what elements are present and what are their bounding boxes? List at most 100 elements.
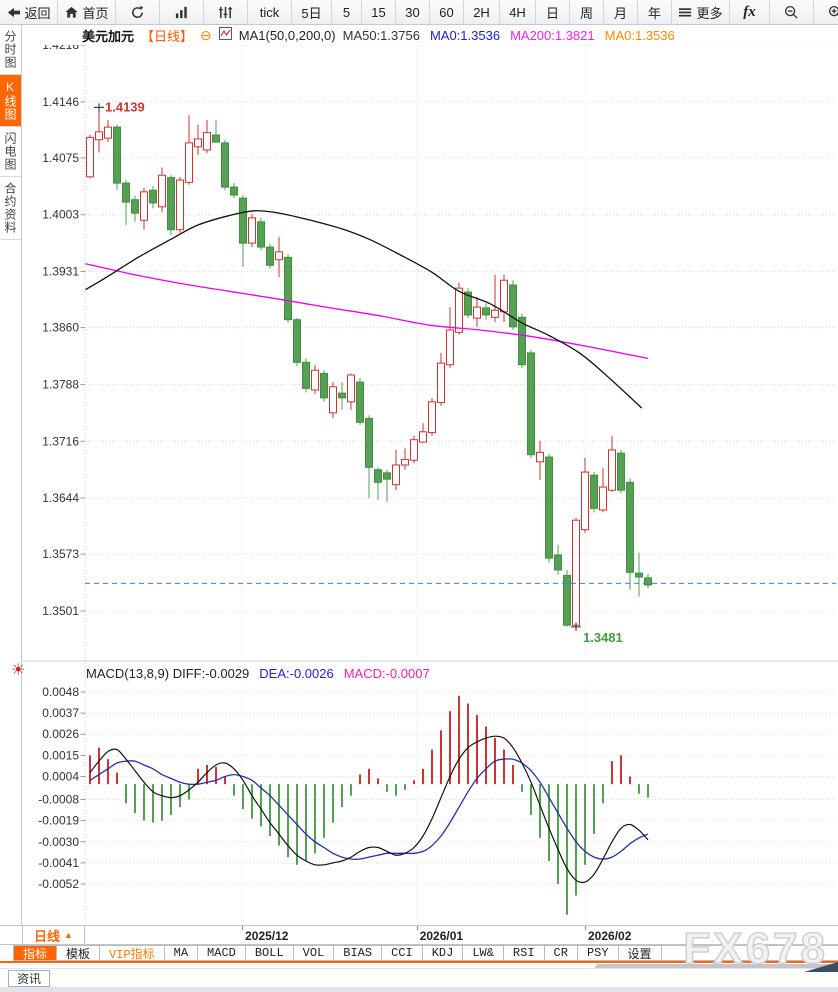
toolbar-button-week[interactable]: 周: [570, 0, 604, 24]
news-bar: 资讯: [0, 968, 838, 987]
chart-settings-icon[interactable]: [218, 27, 232, 43]
toolbar-button-label: 60: [439, 4, 454, 20]
indicator-tab-BIAS[interactable]: BIAS: [334, 945, 383, 961]
macd-header-value: MACD:-0.0007: [343, 666, 430, 681]
toolbar-button-home[interactable]: 首页: [58, 0, 116, 24]
period-selector[interactable]: 日线 ▲: [22, 926, 85, 944]
toolbar-button-year[interactable]: 年: [638, 0, 672, 24]
date-label: 2026/01: [419, 929, 464, 943]
toolbar-button-chart-bars[interactable]: [160, 0, 204, 24]
chevron-up-icon: ▲: [64, 930, 73, 940]
macd-header-value: DEA:-0.0026: [259, 666, 334, 681]
svg-text:1.3788: 1.3788: [42, 377, 79, 391]
ma-values: MA50:1.3756 MA0:1.3536 MA200:1.3821 MA0:1.3…: [343, 28, 675, 43]
corner-resize-icon[interactable]: [804, 962, 838, 972]
price-annotation: 1.4139: [94, 99, 145, 114]
horizontal-scrollbar[interactable]: [0, 964, 838, 971]
svg-text:-0.0052: -0.0052: [38, 877, 79, 891]
indicator-tab-指标[interactable]: 指标: [13, 945, 58, 962]
indicator-tab-RSI[interactable]: RSI: [503, 945, 545, 961]
indicator-tab-模板[interactable]: 模板: [57, 945, 101, 962]
indicator-tab-MACD[interactable]: MACD: [198, 945, 246, 961]
accent-rule: [0, 961, 838, 963]
toolbar-button-m15[interactable]: 15: [362, 0, 396, 24]
svg-text:0.0026: 0.0026: [42, 727, 79, 741]
indicator-tab-VOL[interactable]: VOL: [293, 945, 335, 961]
sidebar-item-2[interactable]: 闪电图: [0, 127, 21, 177]
toolbar-button-zoom-out[interactable]: [770, 0, 814, 24]
sidebar-item-0[interactable]: 分时图: [0, 25, 21, 75]
toolbar-button-label: 年: [647, 5, 661, 21]
refresh-icon: [130, 5, 145, 20]
bars-icon: [174, 5, 189, 20]
toolbar-button-back[interactable]: 返回: [0, 0, 58, 24]
svg-text:1.4003: 1.4003: [42, 208, 79, 222]
period-tag: 【日线】: [141, 28, 194, 44]
collapse-icon[interactable]: ⊖: [200, 27, 212, 43]
svg-text:0.0015: 0.0015: [42, 748, 79, 762]
toolbar-button-h4[interactable]: 4H: [500, 0, 536, 24]
indicator-tab-PSY[interactable]: PSY: [577, 945, 619, 961]
toolbar-button-label: 30: [405, 4, 420, 20]
ma-value: MA0:1.3536: [429, 27, 501, 43]
toolbar-button-tick[interactable]: tick: [248, 0, 292, 24]
sidebar-item-1[interactable]: K线图: [0, 75, 21, 127]
toolbar-button-day[interactable]: 日: [536, 0, 570, 24]
indicator-tab-BOLL[interactable]: BOLL: [245, 945, 294, 961]
toolbar-button-label: 4H: [509, 4, 526, 20]
ma200-line: [85, 263, 649, 360]
date-label: 2025/12: [245, 929, 289, 943]
toolbar-button-5d[interactable]: 5日: [292, 0, 332, 24]
toolbar-button-label: fx: [743, 3, 756, 20]
toolbar-button-label: 月: [613, 5, 627, 21]
indicator-tab-VIP指标[interactable]: VIP指标: [100, 945, 165, 962]
toolbar-button-m30[interactable]: 30: [396, 0, 430, 24]
ma50-line: [85, 210, 643, 409]
toolbar-button-zoom-in[interactable]: [814, 0, 838, 24]
toolbar-button-m60[interactable]: 60: [430, 0, 464, 24]
svg-text:1.3573: 1.3573: [42, 547, 79, 561]
ma-value: MA0:1.3536: [604, 27, 675, 43]
toolbar-button-label: 周: [579, 5, 593, 21]
chart-canvas[interactable]: 1.4218 1.4146 1.4075 1.4003 1.3931 1.3860 1.37…: [22, 45, 838, 925]
svg-text:1.3860: 1.3860: [42, 321, 79, 335]
toolbar-button-more[interactable]: 更多: [672, 0, 730, 24]
price-annotation: 1.3481: [571, 622, 623, 645]
indicator-tab-CR[interactable]: CR: [544, 945, 578, 961]
indicator-settings-icon[interactable]: ☀: [11, 662, 26, 679]
toolbar-button-month[interactable]: 月: [604, 0, 638, 24]
toolbar-button-label: 5日: [301, 5, 322, 21]
indicator-tab-KDJ[interactable]: KDJ: [422, 945, 464, 961]
indicator-tab-CCI[interactable]: CCI: [382, 945, 423, 961]
sidebar-item-3[interactable]: 合约资料: [0, 177, 21, 240]
toolbar-button-formula[interactable]: fx: [730, 0, 770, 24]
toolbar-button-chart-candles[interactable]: [204, 0, 248, 24]
bottom-strip: [0, 987, 838, 992]
tab-news[interactable]: 资讯: [8, 970, 50, 987]
toolbar-button-label: 更多: [696, 5, 723, 21]
svg-text:-0.0030: -0.0030: [38, 835, 79, 849]
candles-icon: [218, 5, 233, 20]
toolbar-button-label: 5: [342, 4, 351, 20]
svg-text:-0.0008: -0.0008: [38, 793, 79, 807]
macd-header: MACD(13,8,9) DIFF:-0.0029 DEA:-0.0026 MACD…: [86, 666, 430, 681]
scrollbar-thumb[interactable]: [595, 964, 836, 970]
toolbar-button-m5[interactable]: 5: [332, 0, 362, 24]
svg-text:1.4075: 1.4075: [42, 151, 79, 165]
svg-text:1.4146: 1.4146: [42, 95, 79, 109]
toolbar: 返回 首页 tick 5日 5 15 30 60 2H 4H 日 周 月 年 更多 fx: [0, 0, 838, 25]
date-tick: [416, 926, 418, 930]
ma-value: MA50:1.3756: [342, 27, 420, 43]
toolbar-button-refresh[interactable]: [116, 0, 160, 24]
side-rail: 分时图 K线图 闪电图 合约资料: [0, 25, 22, 961]
indicator-tab-LW&[interactable]: LW&: [463, 945, 504, 961]
svg-text:0.0004: 0.0004: [42, 769, 79, 783]
dea-line: [89, 758, 649, 860]
toolbar-button-label: tick: [259, 4, 280, 20]
indicator-tab-设置[interactable]: 设置: [618, 945, 662, 962]
indicator-tabs: 指标 模板 VIP指标 MA MACD BOLL VOL BIAS CCI KDJ LW& RSI CR…: [0, 945, 838, 962]
svg-text:1.3931: 1.3931: [42, 265, 79, 279]
date-tick: [242, 926, 244, 930]
indicator-tab-MA[interactable]: MA: [164, 945, 199, 961]
toolbar-button-h2[interactable]: 2H: [464, 0, 500, 24]
